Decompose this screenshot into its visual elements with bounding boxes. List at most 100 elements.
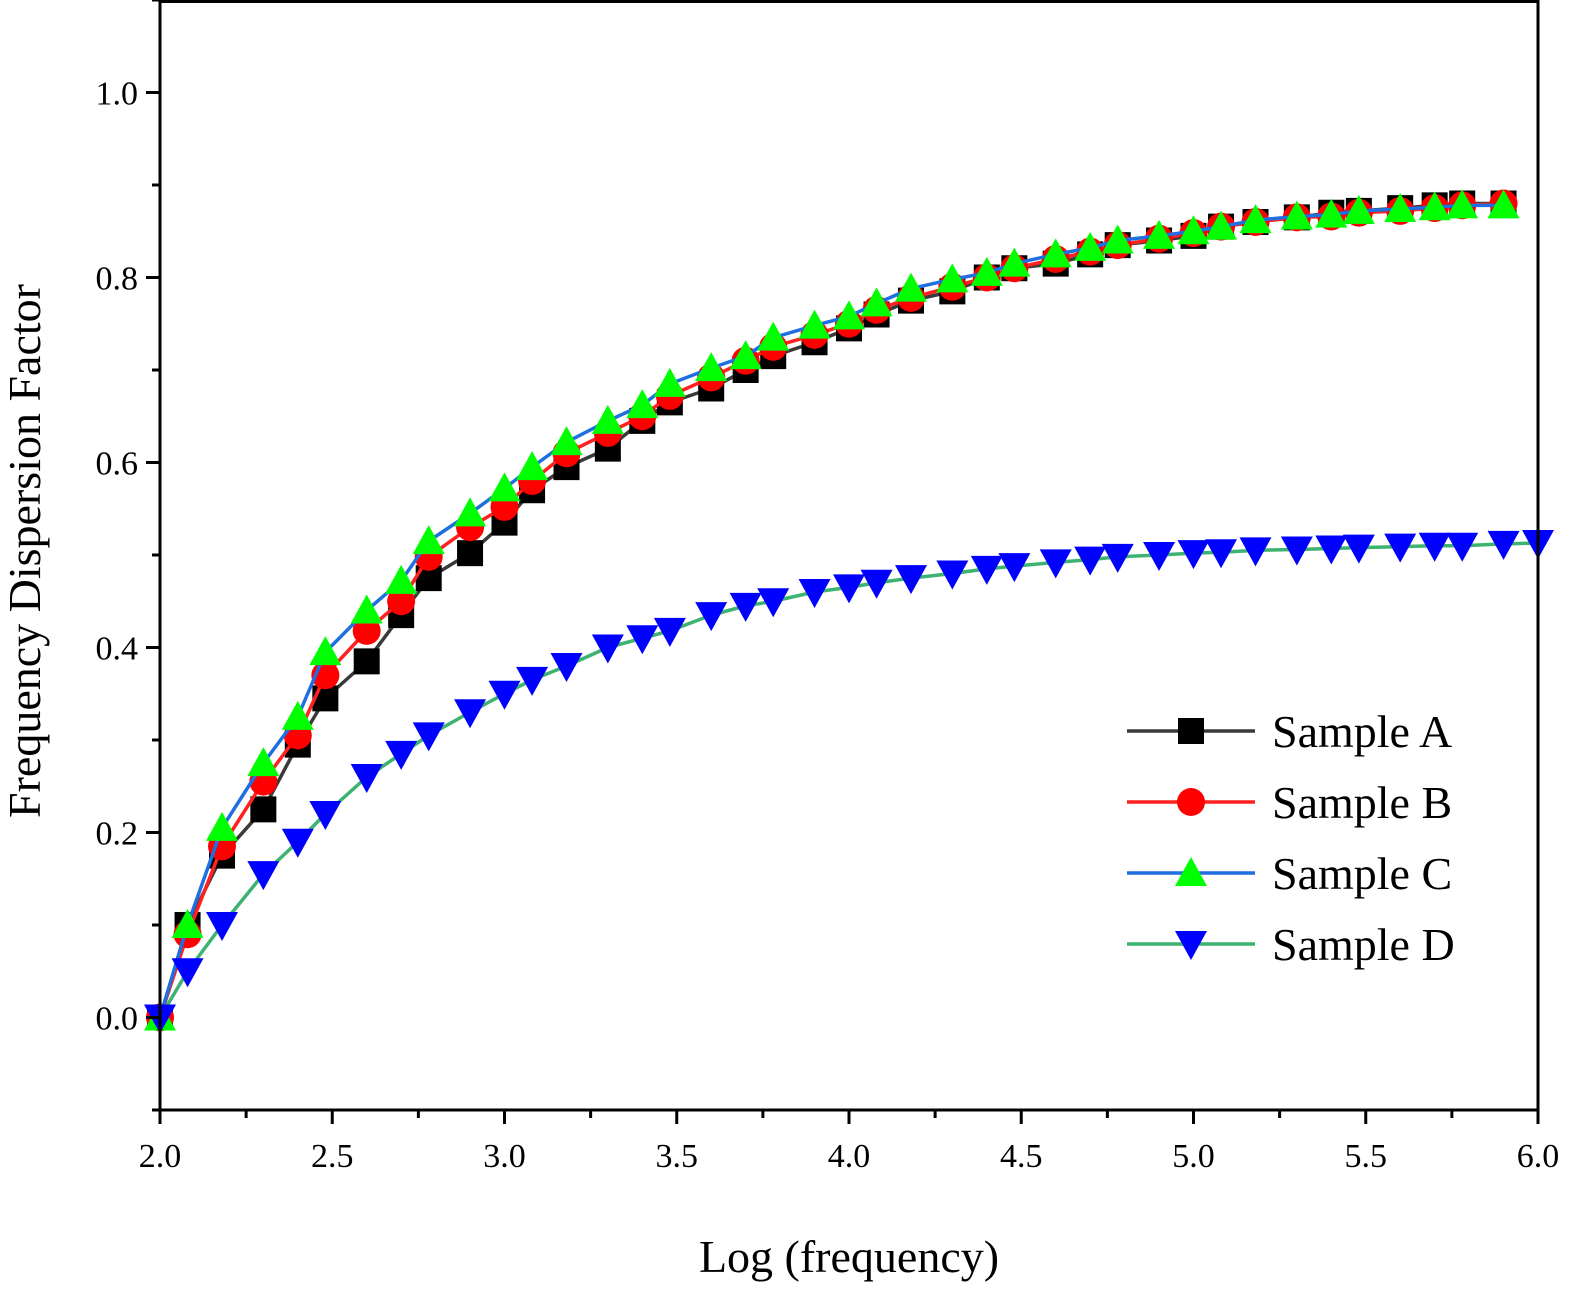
data-point <box>1177 215 1210 245</box>
data-point <box>488 680 521 710</box>
legend-marker <box>1177 788 1205 816</box>
data-point <box>516 451 549 481</box>
data-point <box>171 909 204 938</box>
data-point <box>653 617 686 647</box>
legend-label: Sample A <box>1272 706 1452 757</box>
data-point <box>895 272 928 302</box>
data-point <box>998 247 1031 277</box>
data-point <box>1487 530 1520 560</box>
x-tick-label: 4.5 <box>1000 1138 1043 1175</box>
data-point <box>970 256 1003 286</box>
data-point <box>1143 219 1176 249</box>
data-point <box>860 287 893 317</box>
data-point <box>281 700 314 730</box>
data-point <box>833 300 865 330</box>
data-point <box>387 587 416 616</box>
data-point <box>626 625 659 655</box>
y-tick-label: 0.8 <box>96 261 139 298</box>
data-point <box>895 565 928 595</box>
data-point <box>936 560 969 590</box>
series-sample-c <box>144 189 1520 1031</box>
data-point <box>250 796 277 823</box>
legend-item: Sample B <box>1127 777 1452 828</box>
data-point <box>1039 549 1072 579</box>
data-point <box>1418 191 1451 221</box>
legend-marker <box>1178 718 1204 744</box>
data-point <box>757 588 790 618</box>
data-point <box>1446 189 1479 219</box>
legend-item: Sample D <box>1127 919 1455 970</box>
data-point <box>798 579 831 608</box>
data-point <box>1446 532 1479 562</box>
data-point <box>729 340 762 370</box>
data-point <box>1315 535 1348 565</box>
data-point <box>1315 198 1348 228</box>
x-axis-title: Log (frequency) <box>699 1231 999 1282</box>
x-tick-label: 3.0 <box>483 1138 526 1175</box>
ticks-layer: 2.0 2.5 3.0 3.5 4.0 4.5 5.0 5.5 6.0 0.0 0.2 0.4 0.6 0… <box>96 0 1560 1175</box>
data-point <box>653 367 686 397</box>
data-point <box>385 564 418 594</box>
y-tick-label: 0.6 <box>96 446 139 483</box>
data-point <box>1384 193 1417 223</box>
data-point <box>1280 536 1313 566</box>
x-tick-label: 3.5 <box>656 1138 699 1175</box>
legend-item: Sample C <box>1127 848 1452 899</box>
data-point <box>312 685 339 712</box>
x-tick-label: 5.0 <box>1172 1138 1215 1175</box>
data-point <box>1280 200 1313 230</box>
data-point <box>352 616 381 645</box>
data-point <box>1342 534 1375 564</box>
data-point <box>1074 231 1107 261</box>
data-point <box>833 574 865 604</box>
data-point <box>206 912 239 941</box>
series-sample-d <box>144 529 1554 1034</box>
legend-label: Sample C <box>1272 848 1452 899</box>
y-tick-label: 1.0 <box>96 76 139 113</box>
data-point <box>1205 210 1238 240</box>
y-tick-label: 0.2 <box>96 816 139 853</box>
y-tick-label: 0.0 <box>96 1001 139 1038</box>
legend-item: Sample A <box>1127 706 1452 757</box>
data-point <box>454 497 487 527</box>
data-point <box>412 525 445 555</box>
data-point <box>171 958 204 988</box>
x-tick-label: 6.0 <box>1517 1138 1560 1175</box>
data-point <box>936 263 969 293</box>
x-tick-label: 2.5 <box>311 1138 354 1175</box>
x-tick-label: 4.0 <box>828 1138 871 1175</box>
data-point <box>1074 546 1107 576</box>
data-point <box>550 426 583 456</box>
x-tick-label: 5.5 <box>1345 1138 1388 1175</box>
data-point <box>516 666 549 696</box>
data-point <box>1239 537 1272 567</box>
data-point <box>695 352 728 382</box>
data-point <box>1342 194 1375 224</box>
data-point <box>1039 238 1072 268</box>
data-point <box>206 811 239 841</box>
data-point <box>350 764 383 793</box>
data-point <box>998 553 1031 583</box>
data-point <box>247 747 280 777</box>
data-point <box>1177 540 1210 570</box>
series-layer <box>144 189 1554 1034</box>
data-point <box>1418 532 1451 562</box>
data-point <box>550 653 583 682</box>
x-tick-label: 2.0 <box>139 1138 182 1175</box>
data-point <box>729 592 762 622</box>
data-point <box>1205 539 1238 569</box>
data-point <box>591 404 624 434</box>
data-point <box>798 309 831 339</box>
data-point <box>247 861 280 891</box>
data-point <box>1384 533 1417 563</box>
data-point <box>695 602 728 632</box>
legend-marker <box>1175 857 1207 886</box>
data-point <box>1239 204 1272 234</box>
data-point <box>309 801 342 830</box>
data-point <box>1101 224 1134 254</box>
data-point <box>860 569 893 599</box>
data-point <box>488 472 521 502</box>
data-point <box>1487 189 1520 219</box>
